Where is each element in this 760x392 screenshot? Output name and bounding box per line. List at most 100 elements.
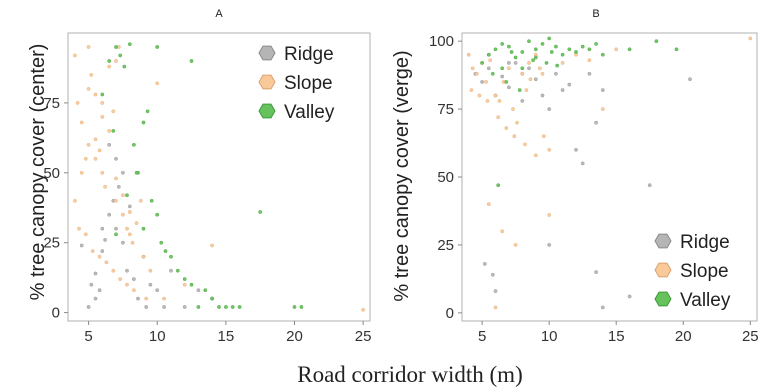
point-ridge [116, 184, 121, 189]
panel-a-x-ticks: 5 10 15 20 25 [84, 321, 371, 345]
point-valley [145, 109, 150, 114]
point-valley [155, 45, 160, 49]
point-valley [507, 44, 511, 49]
point-valley [159, 240, 164, 245]
point-slope [132, 288, 136, 293]
point-slope [528, 77, 533, 82]
legend-label-valley: Valley [284, 102, 335, 123]
point-slope [121, 193, 125, 198]
point-valley [627, 47, 632, 52]
point-slope [107, 129, 112, 133]
point-valley [155, 212, 160, 217]
point-ridge [100, 226, 105, 231]
point-valley [580, 44, 585, 49]
point-slope [134, 221, 139, 225]
panel-a-legend: Ridge Slope Valley [258, 44, 335, 123]
point-ridge [144, 305, 149, 309]
point-valley [574, 50, 578, 54]
point-slope [118, 277, 123, 281]
point-ridge [97, 288, 102, 293]
point-slope [97, 254, 102, 259]
panel-a: % tree canopy cover (center) A 0 25 50 75 5… [27, 8, 371, 345]
point-ridge [182, 305, 187, 309]
point-valley [486, 52, 491, 57]
point-valley [493, 47, 498, 52]
point-valley [600, 52, 605, 57]
point-valley [189, 282, 194, 287]
panel-b-points [466, 36, 753, 310]
y-tick-label: 0 [446, 305, 454, 322]
point-valley [531, 58, 535, 63]
point-slope [73, 198, 77, 203]
panel-b-x-ticks: 5 10 15 20 25 [478, 321, 759, 345]
point-valley [292, 305, 297, 309]
point-slope [114, 198, 118, 203]
point-slope [587, 58, 592, 63]
x-tick-label: 10 [541, 328, 558, 345]
point-slope [748, 36, 753, 41]
point-slope [86, 45, 91, 49]
legend-marker-valley [258, 103, 276, 119]
y-tick-label: 75 [437, 101, 454, 118]
point-slope [148, 268, 153, 273]
panel-b-ylabel: % tree canopy cover (verge) [391, 50, 413, 301]
point-slope [210, 243, 214, 248]
point-slope [488, 58, 493, 63]
point-slope [93, 156, 98, 161]
point-ridge [567, 82, 572, 87]
panel-b-legend: Ridge Slope Valley [654, 232, 731, 311]
point-valley [203, 288, 208, 293]
point-slope [127, 232, 132, 237]
point-valley [149, 198, 154, 203]
point-valley [163, 249, 168, 253]
point-ridge [86, 305, 91, 309]
point-ridge [155, 288, 160, 293]
x-axis-title: Road corridor width (m) [297, 362, 522, 387]
point-valley [127, 42, 132, 47]
point-valley [594, 42, 598, 46]
point-ridge [114, 156, 118, 161]
point-ridge [482, 262, 487, 266]
point-valley [540, 42, 545, 46]
point-slope [496, 115, 501, 120]
point-slope [470, 66, 475, 71]
point-slope [114, 176, 118, 181]
point-slope [100, 101, 105, 105]
point-valley [533, 47, 538, 52]
point-ridge [107, 142, 112, 147]
point-ridge [89, 282, 94, 287]
point-ridge [490, 272, 495, 277]
x-tick-label: 20 [675, 328, 692, 345]
x-tick-label: 20 [286, 328, 303, 345]
point-slope [504, 126, 509, 130]
point-ridge [162, 305, 166, 309]
point-valley [114, 45, 118, 49]
point-valley [230, 305, 235, 309]
point-slope [73, 53, 77, 58]
point-slope [540, 71, 545, 76]
point-ridge [121, 170, 125, 175]
point-slope [83, 156, 88, 161]
point-ridge [103, 238, 107, 242]
point-ridge [125, 268, 129, 273]
point-ridge [127, 204, 132, 209]
point-valley [544, 61, 549, 65]
point-slope [361, 307, 365, 312]
point-ridge [554, 71, 558, 76]
point-ridge [79, 243, 84, 248]
point-ridge [520, 99, 525, 103]
point-ridge [574, 147, 578, 152]
point-slope [93, 92, 98, 97]
panel-b-title: B [592, 8, 599, 20]
point-valley [547, 36, 552, 41]
legend-label-ridge: Ridge [680, 232, 730, 253]
point-slope [125, 282, 129, 287]
point-slope [600, 107, 605, 111]
point-valley [527, 39, 531, 44]
point-slope [486, 202, 491, 207]
x-tick-label: 25 [742, 328, 759, 345]
x-tick-label: 15 [218, 328, 235, 345]
point-slope [497, 99, 502, 103]
point-valley [500, 66, 505, 71]
